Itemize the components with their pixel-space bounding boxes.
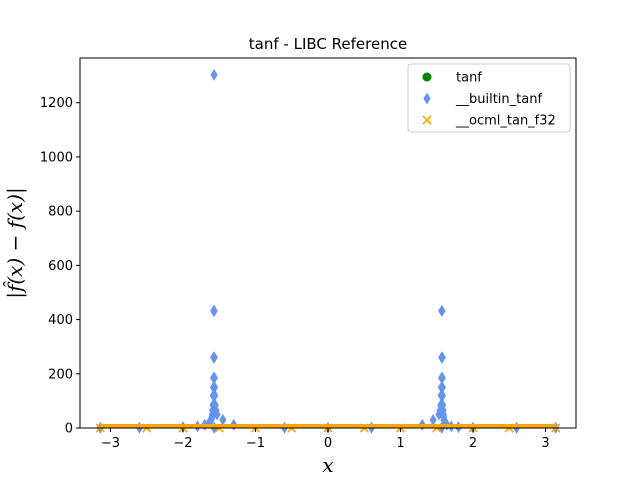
y-axis-label: |f̂(x) − f(x)| bbox=[3, 187, 28, 299]
data-point bbox=[211, 389, 219, 402]
data-point bbox=[429, 413, 437, 426]
data-point bbox=[210, 351, 218, 364]
y-tick-label: 600 bbox=[48, 259, 73, 274]
legend-marker bbox=[422, 72, 432, 82]
data-point bbox=[438, 371, 446, 384]
legend-item-ocml-tan-f32: __ocml_tan_f32 bbox=[422, 114, 556, 129]
x-axis-label: x bbox=[322, 453, 333, 477]
legend-marker bbox=[423, 92, 431, 105]
x-tick-label: 1 bbox=[396, 436, 404, 451]
data-point bbox=[210, 304, 218, 317]
legend-marker bbox=[422, 115, 432, 125]
y-tick-label: 1200 bbox=[40, 96, 73, 111]
data-point bbox=[438, 304, 446, 317]
series-baseline-band bbox=[100, 424, 556, 428]
x-tick-label: −2 bbox=[173, 436, 192, 451]
data-point bbox=[210, 381, 219, 394]
data-point bbox=[438, 389, 447, 402]
y-tick-label: 0 bbox=[65, 422, 73, 437]
x-tick-label: 3 bbox=[541, 436, 549, 451]
y-axis: 0 200 400 600 800 1000 1200 bbox=[40, 96, 80, 437]
x-tick-label: −3 bbox=[101, 436, 120, 451]
legend-item-builtin-tanf: __builtin_tanf bbox=[423, 92, 542, 107]
series-layer bbox=[95, 68, 561, 434]
data-point bbox=[438, 381, 446, 394]
data-point bbox=[438, 351, 446, 364]
y-tick-label: 800 bbox=[48, 205, 73, 220]
x-axis: −3 −2 −1 0 1 2 3 bbox=[101, 428, 550, 451]
data-point bbox=[219, 413, 227, 426]
chart-title: tanf - LIBC Reference bbox=[249, 35, 407, 53]
x-tick-label: 2 bbox=[469, 436, 477, 451]
legend: tanf __builtin_tanf __ocml_tan_f32 bbox=[407, 63, 571, 133]
legend-label: __ocml_tan_f32 bbox=[455, 114, 556, 129]
data-point bbox=[213, 408, 221, 421]
legend-item-tanf: tanf bbox=[422, 71, 482, 86]
x-tick-label: −1 bbox=[246, 436, 265, 451]
legend-box bbox=[407, 63, 571, 133]
data-point bbox=[210, 68, 218, 81]
legend-label: tanf bbox=[456, 71, 482, 86]
y-tick-label: 200 bbox=[48, 367, 73, 382]
legend-label: __builtin_tanf bbox=[455, 92, 542, 107]
y-tick-label: 1000 bbox=[40, 150, 73, 165]
data-point bbox=[210, 371, 219, 384]
y-tick-label: 400 bbox=[48, 313, 73, 328]
x-tick-label: 0 bbox=[324, 436, 332, 451]
